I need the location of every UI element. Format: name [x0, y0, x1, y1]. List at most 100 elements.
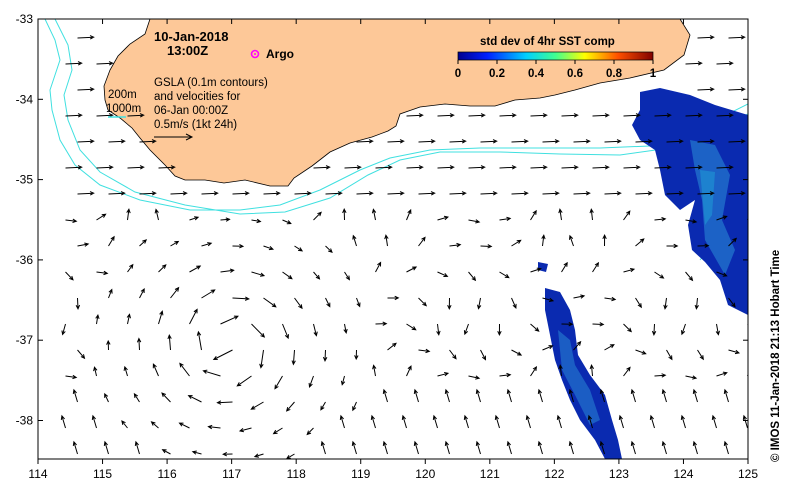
velocity-arrow	[499, 372, 512, 378]
velocity-arrow	[530, 113, 548, 118]
velocity-arrow	[728, 87, 746, 92]
velocity-arrow	[728, 191, 746, 196]
velocity-arrow	[468, 165, 486, 170]
x-tick-label: 118	[287, 467, 306, 481]
velocity-arrow	[65, 271, 74, 281]
velocity-arrow	[623, 366, 631, 377]
velocity-arrow	[371, 208, 377, 221]
velocity-arrow	[561, 165, 579, 170]
desc-line-1: GSLA (0.1m contours)	[154, 77, 268, 89]
velocity-arrow	[511, 239, 522, 247]
velocity-arrow	[711, 414, 717, 429]
x-tick-label: 122	[544, 467, 564, 481]
velocity-arrow	[592, 322, 605, 327]
velocity-arrow	[384, 234, 389, 247]
plot-frame	[37, 18, 749, 460]
velocity-arrow	[716, 215, 728, 221]
velocity-arrow	[654, 113, 672, 118]
velocity-arrow	[618, 414, 624, 429]
velocity-arrow	[189, 308, 198, 325]
velocity-arrow	[250, 401, 264, 410]
velocity-arrow	[375, 165, 393, 170]
velocity-arrow	[530, 209, 537, 221]
velocity-arrow	[760, 88, 776, 92]
velocity-arrow	[342, 208, 347, 221]
velocity-arrow	[568, 440, 574, 455]
velocity-arrow	[760, 344, 769, 350]
velocity-arrow	[692, 440, 698, 455]
velocity-arrow	[406, 165, 424, 170]
velocity-arrow	[716, 61, 734, 66]
sst-patch-south	[538, 262, 622, 459]
velocity-arrow	[511, 297, 517, 309]
velocity-arrow	[499, 271, 510, 279]
velocity-arrow	[418, 191, 436, 196]
velocity-arrow	[630, 388, 636, 403]
velocity-arrow	[436, 323, 441, 336]
velocity-arrow	[437, 165, 455, 170]
desc-line-2: and velocities for	[154, 91, 240, 103]
velocity-arrow	[93, 366, 98, 377]
velocity-arrow	[139, 191, 157, 196]
velocity-arrow	[697, 35, 715, 40]
velocity-arrow	[413, 440, 419, 455]
velocity-arrow	[716, 371, 728, 377]
velocity-arrow	[468, 375, 481, 380]
land-mass	[38, 19, 691, 187]
velocity-arrow	[697, 349, 704, 361]
velocity-arrow	[167, 334, 172, 351]
x-tick-label: 124	[673, 467, 693, 481]
velocity-arrow	[728, 35, 746, 40]
velocity-arrow	[121, 420, 128, 429]
velocity-arrow	[449, 349, 457, 360]
velocity-arrow	[106, 339, 111, 351]
velocity-arrow	[449, 242, 462, 248]
velocity-arrow	[716, 113, 734, 118]
velocity-arrow	[592, 261, 600, 273]
velocity-arrow	[274, 375, 283, 390]
velocity-arrow	[356, 139, 374, 144]
velocity-arrow	[604, 191, 622, 196]
velocity-arrow	[259, 349, 264, 369]
velocity-arrow	[418, 139, 436, 144]
velocity-arrow	[91, 414, 97, 429]
velocity-arrow	[77, 139, 95, 144]
velocity-arrow	[716, 165, 734, 170]
velocity-arrow	[65, 165, 83, 170]
velocity-arrow	[418, 236, 426, 247]
velocity-arrow	[272, 427, 283, 435]
velocity-arrow	[680, 414, 686, 429]
velocity-arrow	[654, 373, 667, 378]
velocity-arrow	[108, 288, 113, 299]
velocity-arrow	[72, 388, 78, 403]
y-tick-label: -36	[16, 253, 34, 267]
velocity-arrow	[681, 323, 686, 336]
velocity-arrow	[161, 449, 171, 455]
velocity-arrow	[728, 139, 746, 144]
velocity-arrow	[635, 139, 653, 144]
velocity-arrow	[354, 349, 359, 361]
velocity-arrow	[587, 414, 593, 429]
velocity-arrow	[685, 165, 703, 170]
velocity-arrow	[65, 113, 83, 118]
velocity-arrow	[291, 349, 296, 366]
velocity-arrow	[480, 244, 493, 249]
velocity-arrow	[604, 296, 617, 302]
velocity-arrow	[755, 390, 759, 402]
velocity-arrow	[220, 217, 231, 222]
velocity-arrow	[77, 87, 95, 92]
velocity-arrow	[187, 395, 202, 403]
velocity-arrow	[635, 238, 645, 247]
velocity-arrow	[191, 450, 202, 455]
velocity-arrow	[343, 323, 348, 335]
velocity-arrow	[530, 323, 540, 332]
velocity-arrow	[282, 219, 292, 225]
velocity-arrow	[475, 388, 481, 403]
velocity-arrow	[760, 297, 771, 300]
velocity-arrow	[108, 191, 126, 196]
velocity-arrow	[651, 323, 657, 336]
velocity-arrow	[413, 388, 419, 403]
velocity-arrow	[60, 414, 66, 429]
velocity-arrow	[623, 268, 636, 273]
velocity-arrow	[418, 348, 431, 354]
